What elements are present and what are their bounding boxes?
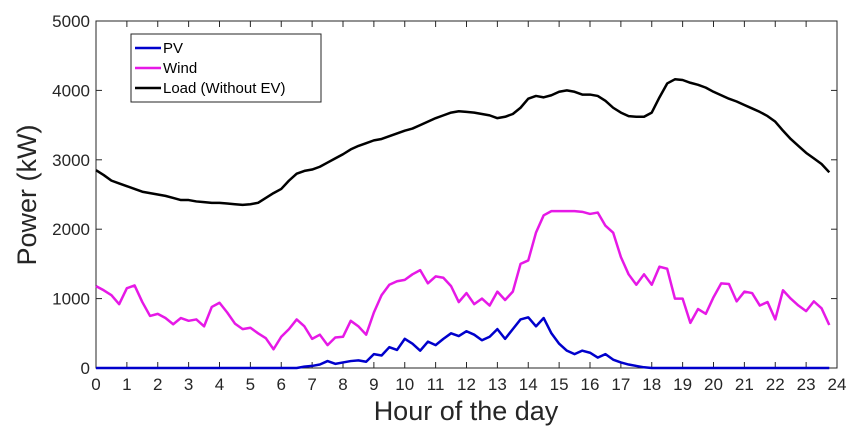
x-tick-label: 14 xyxy=(519,375,538,394)
legend-label: Load (Without EV) xyxy=(163,80,286,97)
x-tick-label: 10 xyxy=(395,375,414,394)
y-tick-label: 3000 xyxy=(52,151,90,170)
x-tick-label: 2 xyxy=(153,375,162,394)
legend-label: PV xyxy=(163,40,183,57)
x-tick-label: 1 xyxy=(122,375,131,394)
x-tick-label: 3 xyxy=(184,375,193,394)
y-axis-label: Power (kW) xyxy=(12,125,42,266)
x-tick-label: 24 xyxy=(828,375,847,394)
x-tick-label: 4 xyxy=(215,375,224,394)
y-tick-label: 2000 xyxy=(52,220,90,239)
x-tick-label: 18 xyxy=(642,375,661,394)
y-tick-label: 4000 xyxy=(52,81,90,100)
y-tick-label: 1000 xyxy=(52,290,90,309)
x-tick-label: 21 xyxy=(735,375,754,394)
x-tick-label: 13 xyxy=(488,375,507,394)
x-tick-label: 5 xyxy=(246,375,255,394)
x-tick-label: 22 xyxy=(766,375,785,394)
y-tick-label: 0 xyxy=(81,359,90,378)
x-tick-label: 16 xyxy=(581,375,600,394)
x-tick-label: 0 xyxy=(91,375,100,394)
x-tick-label: 15 xyxy=(550,375,569,394)
x-tick-label: 6 xyxy=(277,375,286,394)
x-tick-label: 8 xyxy=(338,375,347,394)
series-line xyxy=(95,209,831,351)
x-tick-label: 7 xyxy=(307,375,316,394)
legend-box xyxy=(130,33,322,103)
x-tick-label: 11 xyxy=(427,375,445,394)
x-axis-label: Hour of the day xyxy=(374,396,559,426)
x-tick-label: 17 xyxy=(611,375,630,394)
x-tick-label: 12 xyxy=(457,375,476,394)
x-tick-label: 20 xyxy=(704,375,723,394)
x-tick-label: 23 xyxy=(797,375,816,394)
series-line xyxy=(95,78,831,207)
series-line xyxy=(96,316,830,370)
y-tick-label: 5000 xyxy=(52,12,90,31)
legend-label: Wind xyxy=(163,60,197,77)
x-tick-label: 19 xyxy=(673,375,692,394)
x-tick-label: 9 xyxy=(369,375,378,394)
